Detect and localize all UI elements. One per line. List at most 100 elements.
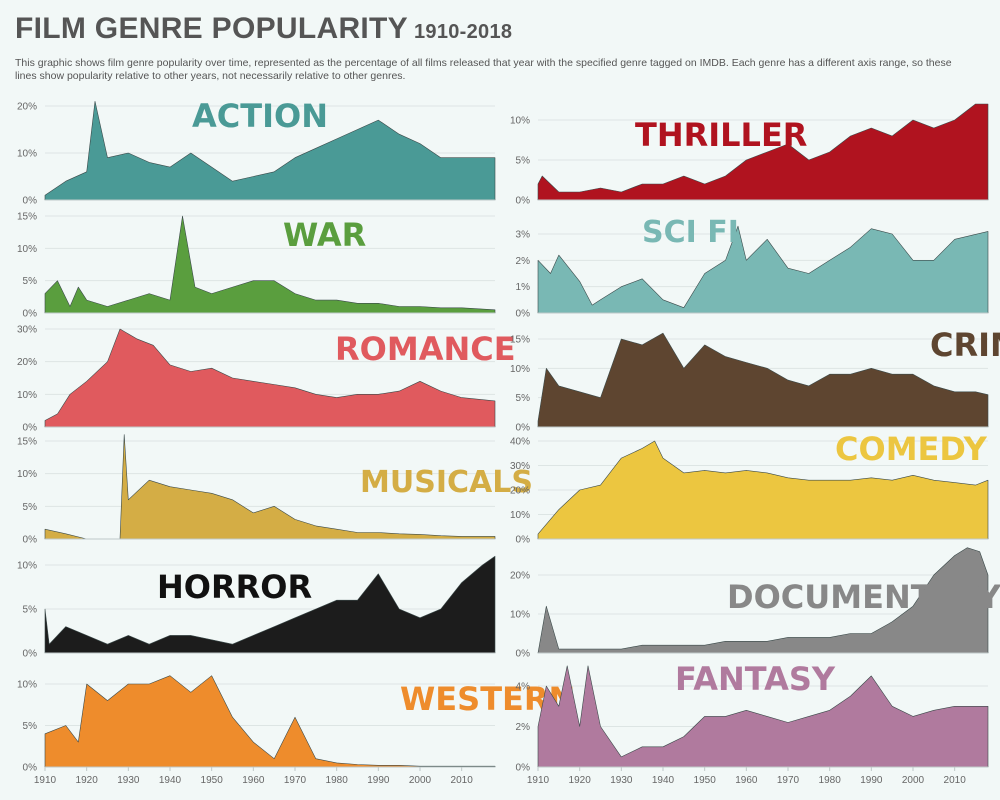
y-tick-label: 15% [17, 212, 37, 223]
x-tick-label: 1970 [284, 775, 307, 786]
y-tick-label: 15% [510, 335, 530, 346]
y-tick-label: 5% [23, 502, 38, 513]
y-tick-label: 0% [23, 196, 38, 207]
y-tick-label: 0% [516, 763, 531, 774]
y-tick-label: 2% [516, 722, 531, 733]
y-tick-label: 10% [510, 364, 530, 375]
y-tick-label: 10% [17, 149, 37, 160]
chart-documentary: 0% 10% 20% DOCUMENTARY [510, 547, 1000, 660]
x-tick-label: 2000 [409, 775, 432, 786]
y-tick-label: 40% [510, 437, 530, 448]
x-tick-label: 1970 [777, 775, 800, 786]
x-tick-label: 1920 [569, 775, 592, 786]
x-tick-label: 2000 [902, 775, 925, 786]
area-fantasy [537, 665, 989, 768]
area-action [44, 101, 496, 201]
title-years: 1910-2018 [413, 21, 513, 43]
chart-thriller: 0% 5% 10% THRILLER [510, 103, 989, 207]
x-tick-label: 1910 [527, 775, 550, 786]
x-tick-label: 1940 [159, 775, 182, 786]
genre-label-action: ACTION [192, 97, 328, 135]
area-documentary [537, 547, 989, 654]
y-tick-label: 20% [510, 486, 530, 497]
x-tick-label: 2010 [944, 775, 967, 786]
x-tick-label: 1960 [242, 775, 265, 786]
genre-label-horror: HORROR [157, 568, 312, 606]
genre-label-sci-fi: SCI FI [642, 215, 739, 250]
chart-western: 0%5%10% WESTERN [17, 675, 575, 774]
x-tick-label: 1980 [819, 775, 842, 786]
y-tick-label: 10% [17, 244, 37, 255]
x-tick-label: 1920 [76, 775, 99, 786]
y-tick-label: 10% [510, 510, 530, 521]
y-tick-label: 20% [510, 571, 530, 582]
y-tick-label: 3% [516, 230, 531, 241]
y-tick-label: 5% [516, 156, 531, 167]
area-western [44, 675, 496, 768]
x-tick-label: 1910 [34, 775, 57, 786]
x-tick-label: 1940 [652, 775, 675, 786]
y-tick-label: 0% [516, 535, 531, 546]
y-tick-label: 10% [17, 680, 37, 691]
genre-label-romance: ROMANCE [335, 330, 516, 368]
x-tick-label: 2010 [451, 775, 474, 786]
x-tick-label: 1930 [117, 775, 140, 786]
genre-label-crime: CRIME [930, 326, 1000, 364]
y-tick-label: 0% [516, 649, 531, 660]
y-tick-label: 5% [23, 605, 38, 616]
y-tick-label: 0% [23, 649, 38, 660]
y-tick-label: 0% [516, 423, 531, 434]
y-tick-label: 20% [17, 102, 37, 113]
x-tick-label: 1980 [326, 775, 349, 786]
x-tick-label: 1990 [367, 775, 390, 786]
title-text: FILM GENRE POPULARITY [15, 12, 408, 45]
chart-sci-fi: 0% 1% 2% 3% SCI FI [516, 215, 989, 320]
area-comedy [537, 440, 989, 540]
y-tick-label: 1% [516, 282, 531, 293]
x-tick-label: 1950 [694, 775, 717, 786]
chart-action: 0% 10% 20% ACTION [17, 97, 496, 207]
y-tick-label: 10% [510, 610, 530, 621]
area-horror [44, 555, 496, 654]
area-war [44, 215, 496, 314]
chart-romance: 0% 10% 20% 30% ROMANCE [17, 325, 516, 434]
y-tick-label: 0% [516, 196, 531, 207]
x-axis-left: 1910 1920 1930 1940 1950 1960 1970 1980 1990 2000… [34, 767, 473, 786]
chart-comedy: 0% 10% 20% 30% 40% COMEDY [510, 430, 989, 546]
y-tick-label: 0% [23, 535, 38, 546]
y-tick-label: 10% [17, 469, 37, 480]
genre-label-musicals: MUSICALS [360, 465, 533, 500]
y-tick-label: 10% [17, 561, 37, 572]
y-tick-label: 0% [23, 309, 38, 320]
x-axis-right: 1910 1920 1930 1940 1950 1960 1970 1980 1990 2000… [527, 767, 966, 786]
y-tick-label: 5% [23, 721, 38, 732]
y-tick-label: 30% [510, 461, 530, 472]
y-tick-label: 2% [516, 256, 531, 267]
y-tick-label: 5% [23, 276, 38, 287]
area-romance [44, 328, 496, 428]
area-thriller [537, 103, 989, 201]
genre-label-comedy: COMEDY [835, 430, 988, 468]
chart-horror: 0% 5% 10% HORROR [17, 555, 496, 660]
y-tick-label: 0% [23, 763, 38, 774]
y-tick-label: 30% [17, 325, 37, 336]
x-tick-label: 1990 [860, 775, 883, 786]
genre-label-war: WAR [283, 216, 366, 254]
y-tick-label: 20% [17, 357, 37, 368]
chart-crime: 0% 5% 10% 15% CRIME [510, 326, 1000, 434]
x-tick-label: 1960 [735, 775, 758, 786]
y-tick-label: 0% [23, 423, 38, 434]
chart-musicals: 0% 5% 10% 15% MUSICALS [17, 434, 533, 546]
chart-war: 0% 5% 10% 15% WAR [17, 212, 496, 320]
area-crime [537, 332, 989, 428]
genre-label-documentary: DOCUMENTARY [727, 578, 1000, 616]
y-tick-label: 15% [17, 437, 37, 448]
y-tick-label: 4% [516, 682, 531, 693]
area-sci-fi [537, 225, 989, 314]
x-tick-label: 1930 [610, 775, 633, 786]
y-tick-label: 5% [516, 393, 531, 404]
x-tick-label: 1950 [201, 775, 224, 786]
y-tick-label: 10% [17, 390, 37, 401]
y-tick-label: 0% [516, 309, 531, 320]
